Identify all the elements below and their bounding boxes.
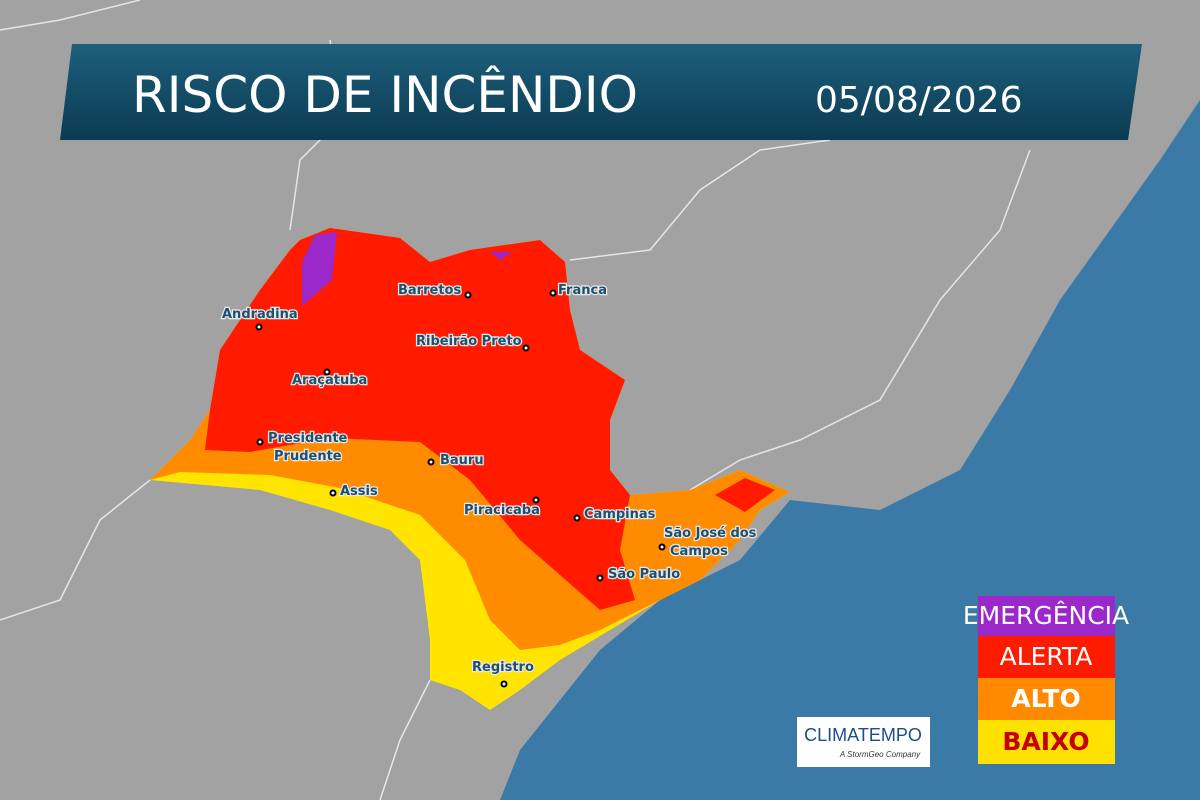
- zone-emergencia: [490, 252, 512, 260]
- city-dot: [532, 496, 540, 504]
- city-label: Bauru: [440, 453, 484, 468]
- city-label: Prudente: [274, 449, 342, 464]
- cities: Andradina Barretos Franca Ribeirão Preto Ara…: [221, 282, 758, 688]
- city-label: Araçatuba: [292, 373, 367, 388]
- city-dot: [522, 344, 530, 352]
- logo-box: [797, 717, 930, 767]
- city-label: Franca: [558, 283, 607, 298]
- city-dot: [549, 289, 557, 297]
- city-dot: [255, 323, 263, 331]
- legend-label: ALTO: [1011, 684, 1080, 713]
- logo-tagline: A StormGeo Company: [839, 750, 921, 759]
- city-label: Registro: [472, 660, 534, 675]
- logo-name: CLIMATEMPO: [804, 725, 922, 745]
- title: RISCO DE INCÊNDIO: [132, 65, 638, 124]
- zone-alerta: [205, 228, 635, 610]
- city-dot: [596, 574, 604, 582]
- legend-label: ALERTA: [1000, 642, 1093, 671]
- city-dot: [658, 543, 666, 551]
- zone-alerta: [715, 478, 775, 512]
- date: 05/08/2026: [815, 80, 1023, 121]
- city-label: São Paulo: [608, 567, 680, 582]
- zone-emergencia: [302, 232, 337, 306]
- city-dot: [500, 680, 508, 688]
- city-label: Andradina: [222, 307, 298, 322]
- legend-swatch: [978, 636, 1115, 678]
- legend: EMERGÊNCIA ALERTA ALTO BAIXO: [963, 596, 1129, 764]
- city-label: Assis: [340, 484, 378, 499]
- city-dot: [323, 368, 331, 376]
- city-label: São José dos: [664, 526, 757, 541]
- legend-swatch: [978, 720, 1115, 764]
- city-label: Campinas: [584, 507, 656, 522]
- city-label: Presidente: [268, 431, 348, 446]
- city-dot: [573, 514, 581, 522]
- city-label: Campos: [670, 544, 728, 559]
- city-dot: [427, 458, 435, 466]
- legend-swatch: [978, 678, 1115, 720]
- city-dot: [464, 291, 472, 299]
- city-label: Piracicaba: [464, 503, 540, 518]
- legend-label: BAIXO: [1002, 727, 1089, 756]
- city-dot: [256, 438, 264, 446]
- legend-swatch: [978, 596, 1115, 636]
- city-dot: [329, 489, 337, 497]
- city-label: Barretos: [398, 283, 461, 298]
- title-banner: [60, 44, 1142, 140]
- legend-label: EMERGÊNCIA: [963, 601, 1129, 630]
- city-label: Ribeirão Preto: [416, 334, 522, 349]
